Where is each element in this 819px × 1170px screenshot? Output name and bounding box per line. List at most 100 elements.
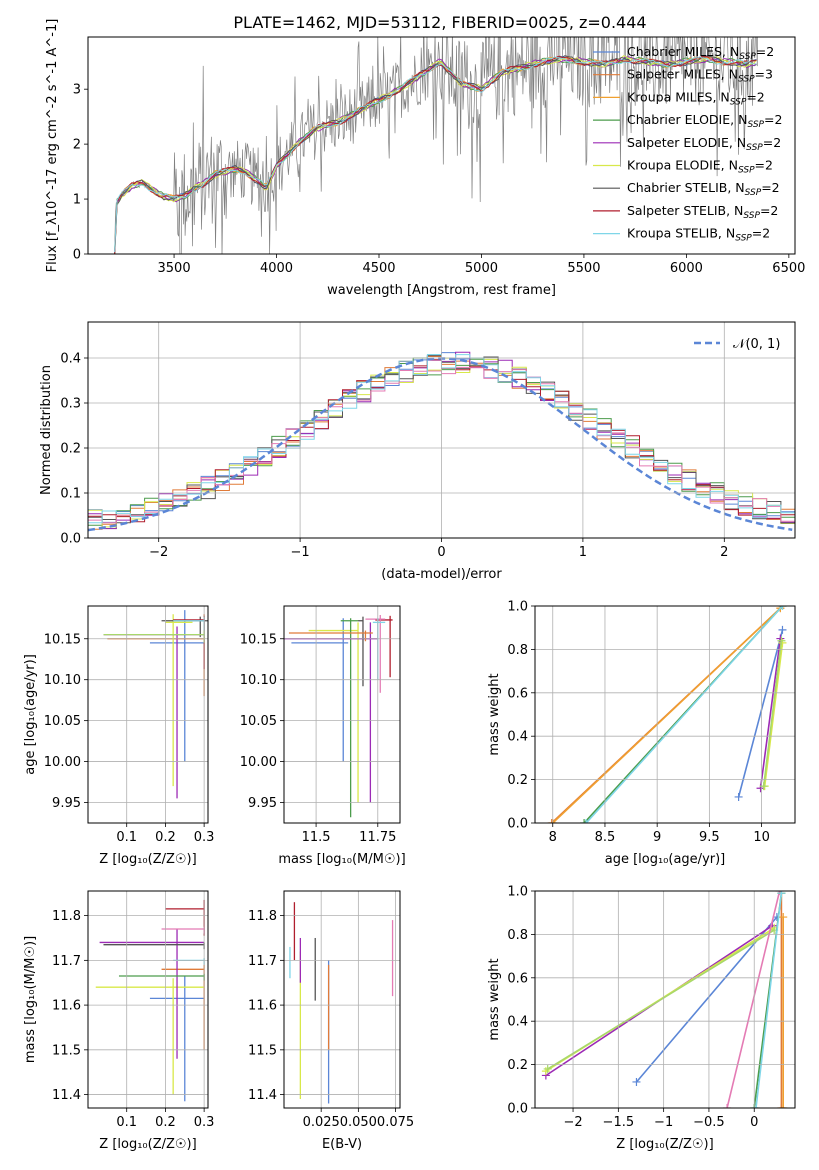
y-tick-label: 3 xyxy=(73,83,81,98)
x-tick-label: 11.75 xyxy=(359,830,396,845)
weight-line xyxy=(547,929,775,1070)
legend-label: Chabrier MILES, NSSP=2 xyxy=(627,44,774,62)
legend-label-suffix: =2 xyxy=(764,112,782,127)
weight-marker xyxy=(779,913,788,922)
plot-area xyxy=(95,899,205,1102)
axes-frame xyxy=(534,605,796,824)
x-tick-label: 0.3 xyxy=(194,830,215,845)
legend-label-main: Kroupa MILES, N xyxy=(627,89,730,104)
legend-label-suffix: =2 xyxy=(763,135,781,150)
chart-weight_vs_Z: −2 −1.5 −1 −0.5 0 0.0 0.2 0.4 0.6 0.8 1.0 Z [log₁₀(… xyxy=(487,885,796,1152)
legend-label-sub: SSP xyxy=(738,75,755,85)
x-axis-label: age [log₁₀(age/yr)] xyxy=(605,852,726,867)
weight-marker xyxy=(759,782,768,791)
legend-label-sub: SSP xyxy=(735,234,752,244)
y-tick-label: 0 xyxy=(73,248,81,263)
y-tick-label: 0.0 xyxy=(507,1102,528,1117)
y-tick-label: 11.4 xyxy=(52,1088,81,1103)
weight-marker xyxy=(777,1104,786,1108)
y-tick-label: 0.0 xyxy=(60,532,81,547)
model-spectrum-line xyxy=(114,56,757,253)
plot-area xyxy=(289,902,394,1104)
weight-marker xyxy=(547,819,556,823)
model-spectrum-line xyxy=(114,55,757,254)
legend-label-suffix: =2 xyxy=(760,203,778,218)
x-tick-label: 4000 xyxy=(260,261,293,276)
x-tick-label: 0.1 xyxy=(116,1115,137,1130)
weight-marker xyxy=(776,634,785,643)
weight-marker xyxy=(543,1064,552,1073)
y-tick-label: 11.5 xyxy=(52,1043,81,1058)
legend-label-sub: SSP xyxy=(745,188,762,198)
legend-label: 𝒩(0, 1) xyxy=(733,337,780,352)
axes-frame xyxy=(283,605,401,824)
weight-line xyxy=(762,640,783,787)
axes-frame xyxy=(283,890,401,1109)
x-tick-label: 5000 xyxy=(465,261,498,276)
legend-label-sub: SSP xyxy=(730,97,747,107)
weight-marker xyxy=(734,792,743,801)
y-tick-label: 11.8 xyxy=(52,909,81,924)
x-tick-label: 8.5 xyxy=(595,830,616,845)
legend-label: Salpeter MILES, NSSP=3 xyxy=(627,67,773,85)
weight-marker xyxy=(723,1104,732,1108)
x-axis-label: mass [log₁₀(M/M☉)] xyxy=(278,852,405,867)
y-tick-label: 0.6 xyxy=(507,686,528,701)
weight-marker xyxy=(779,1104,788,1108)
x-tick-label: −1 xyxy=(291,545,310,560)
y-axis-label: mass [log₁₀(M/M☉)] xyxy=(23,936,38,1063)
weight-marker xyxy=(582,819,591,823)
y-tick-label: 0.6 xyxy=(507,971,528,986)
y-tick-label: 1 xyxy=(73,193,81,208)
y-tick-label: 11.5 xyxy=(248,1043,277,1058)
y-tick-label: 10.15 xyxy=(44,632,81,647)
y-tick-label: 1.0 xyxy=(507,885,528,900)
x-tick-label: 5500 xyxy=(567,261,600,276)
y-tick-label: 0.8 xyxy=(507,928,528,943)
x-tick-label: −2 xyxy=(563,1115,582,1130)
x-tick-label: 6500 xyxy=(772,261,805,276)
y-tick-label: 10.05 xyxy=(240,714,277,729)
chart-mass_vs_Z: 0.1 0.2 0.3 11.4 11.5 11.6 11.7 11.8 Z [log₁₀(Z/… xyxy=(23,890,214,1152)
y-tick-label: 0.1 xyxy=(60,487,81,502)
y-tick-label: 0.2 xyxy=(507,773,528,788)
plot-area xyxy=(284,615,393,818)
x-axis-label: E(B-V) xyxy=(322,1137,362,1152)
x-axis-label: Z [log₁₀(Z/Z☉)] xyxy=(616,1137,713,1152)
y-tick-label: 0.4 xyxy=(507,730,528,745)
legend-label-suffix: =2 xyxy=(746,89,764,104)
weight-line xyxy=(755,893,783,1108)
y-tick-label: 0.0 xyxy=(507,817,528,832)
weight-marker xyxy=(580,819,589,823)
x-axis-label: Z [log₁₀(Z/Z☉)] xyxy=(99,1137,196,1152)
y-tick-label: 2 xyxy=(73,138,81,153)
plot-area xyxy=(547,606,787,823)
weight-line xyxy=(759,638,782,789)
legend-label-main: Kroupa STELIB, N xyxy=(627,226,735,241)
x-tick-label: 0.075 xyxy=(377,1115,414,1130)
chart-mass_vs_ebv: 0.025 0.050 0.075 11.4 11.5 11.6 11.7 11.8 E(B-V… xyxy=(248,890,414,1152)
y-tick-label: 11.4 xyxy=(248,1088,277,1103)
axes-frame xyxy=(87,36,796,255)
model-spectrum-line xyxy=(114,55,757,254)
legend-label-main: Kroupa ELODIE, N xyxy=(627,158,738,173)
legend-label-sub: SSP xyxy=(746,143,763,153)
x-tick-label: −1.5 xyxy=(603,1115,635,1130)
x-tick-label: 0.050 xyxy=(340,1115,377,1130)
axes-frame xyxy=(87,321,796,539)
legend: 𝒩(0, 1) xyxy=(694,337,780,352)
legend-label-main: Chabrier MILES, N xyxy=(627,44,739,59)
weight-line xyxy=(763,642,784,787)
y-axis-label: mass weight xyxy=(487,673,502,755)
x-tick-label: 0 xyxy=(750,1115,758,1130)
y-tick-label: 9.95 xyxy=(52,796,81,811)
figure-title: PLATE=1462, MJD=53112, FIBERID=0025, z=0… xyxy=(233,13,646,32)
axes-frame xyxy=(534,890,796,1109)
legend-label-sub: SSP xyxy=(747,120,764,130)
y-axis-label: Normed distribution xyxy=(39,365,54,495)
legend-label: Salpeter STELIB, NSSP=2 xyxy=(627,203,778,221)
chart-spectrum: 3500 4000 4500 5000 5500 6000 6500 0 1 2 3 waveleng… xyxy=(45,19,805,298)
axes-frame xyxy=(87,890,209,1109)
legend-label-sub: SSP xyxy=(738,166,755,176)
